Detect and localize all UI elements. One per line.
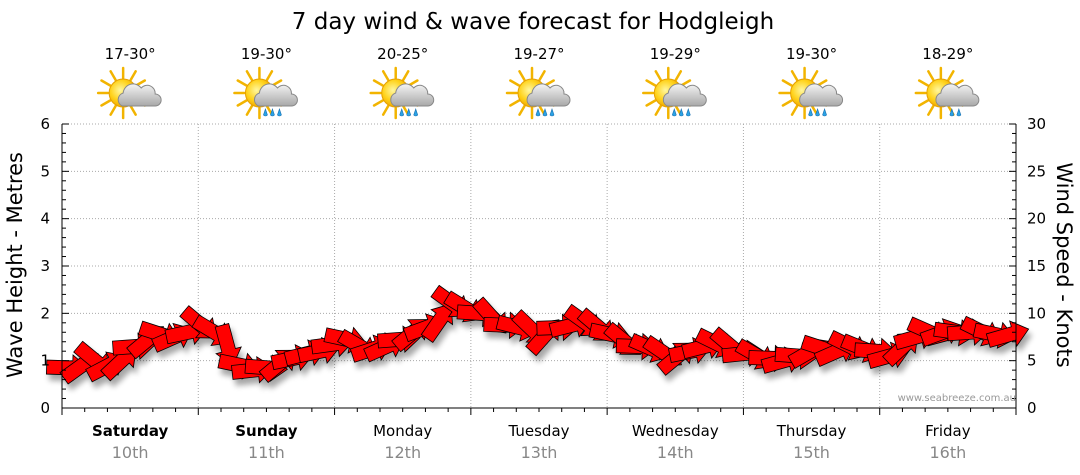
day-date-label: 13th: [521, 443, 558, 462]
showers-icon: [505, 66, 571, 120]
credit-text: www.seabreeze.com.au: [898, 393, 1016, 404]
y-axis-right-label: Wind Speed - Knots: [1052, 162, 1076, 367]
day-date-label: 12th: [384, 443, 421, 462]
day-date-label: 10th: [112, 443, 149, 462]
day-name-label: Monday: [373, 422, 432, 440]
day-date-label: 15th: [793, 443, 830, 462]
y-right-tick-label: 5: [1027, 352, 1037, 370]
day-temperature-range: 19-27°: [513, 45, 564, 63]
wave-arrow: [985, 320, 1030, 348]
day-temperature-range: 19-30°: [241, 45, 292, 63]
day-temperature-range: 17-30°: [105, 45, 156, 63]
day-date-label: 11th: [248, 443, 285, 462]
day-temperature-range: 19-30°: [786, 45, 837, 63]
y-axis-left-label: Wave Height - Metres: [3, 152, 27, 378]
y-right-tick-label: 15: [1027, 257, 1046, 275]
y-left-tick-label: 6: [40, 115, 50, 133]
y-right-tick-label: 0: [1027, 399, 1037, 417]
showers-icon: [778, 66, 844, 120]
day-name-label: Saturday: [92, 422, 169, 440]
showers-icon: [642, 66, 707, 120]
showers-icon: [369, 66, 435, 120]
showers-icon: [233, 66, 298, 120]
day-name-label: Tuesday: [507, 422, 569, 440]
y-right-tick-label: 25: [1027, 162, 1046, 180]
partly-cloudy-icon: [96, 66, 162, 120]
y-left-tick-label: 5: [40, 162, 50, 180]
y-right-tick-label: 30: [1027, 115, 1046, 133]
y-left-tick-label: 0: [40, 399, 50, 417]
day-temperature-range: 18-29°: [922, 45, 973, 63]
day-date-label: 14th: [657, 443, 694, 462]
day-name-label: Thursday: [776, 422, 847, 440]
chart-title: 7 day wind & wave forecast for Hodgleigh: [292, 9, 774, 35]
y-left-tick-label: 4: [40, 210, 50, 228]
day-name-label: Sunday: [235, 422, 298, 440]
y-left-tick-label: 2: [40, 304, 50, 322]
day-temperature-range: 20-25°: [377, 45, 428, 63]
day-name-label: Friday: [925, 422, 971, 440]
y-left-tick-label: 1: [40, 352, 50, 370]
y-left-tick-label: 3: [40, 257, 50, 275]
y-right-tick-label: 20: [1027, 210, 1046, 228]
day-temperature-range: 19-29°: [650, 45, 701, 63]
y-right-tick-label: 10: [1027, 304, 1046, 322]
day-name-label: Wednesday: [632, 422, 719, 440]
light-rain-icon: [914, 66, 980, 120]
day-date-label: 16th: [929, 443, 966, 462]
